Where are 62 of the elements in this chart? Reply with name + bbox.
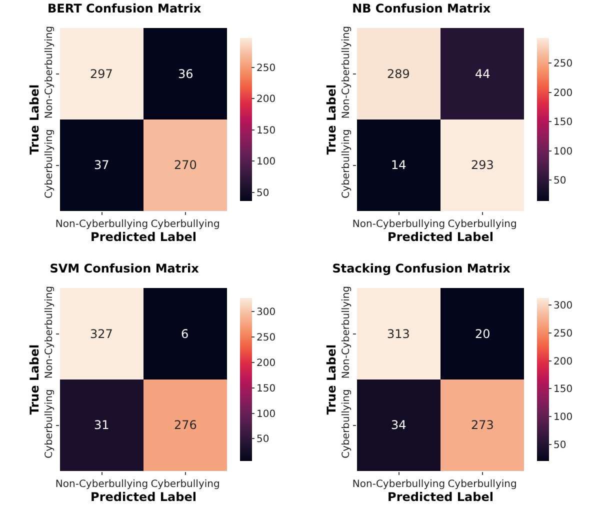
color-bar-label: 50 <box>256 434 270 446</box>
data-label: 36 <box>178 67 194 81</box>
data-label: 297 <box>90 67 113 81</box>
x-axis-title: Predicted Label <box>388 230 494 244</box>
x-tick-label: Cyberbullying <box>448 479 517 490</box>
y-tick-label: Non-Cyberbullying <box>44 26 55 119</box>
data-label: 270 <box>174 158 197 172</box>
y-tick-label: Non-Cyberbullying <box>44 286 55 379</box>
data-label: 289 <box>387 67 410 81</box>
x-tick-label: Non-Cyberbullying <box>55 219 148 230</box>
color-bar-label: 250 <box>256 332 276 344</box>
data-label: 20 <box>475 327 490 341</box>
x-tick-label: Non-Cyberbullying <box>352 219 446 230</box>
color-bar-label: 250 <box>554 328 573 340</box>
y-tick-label: Non-Cyberbullying <box>341 26 352 119</box>
data-label: 14 <box>391 158 406 172</box>
color-bar-label: 150 <box>256 383 276 394</box>
y-axis-title: True Label <box>324 344 338 415</box>
x-tick-label: Cyberbullying <box>150 219 220 230</box>
color-bar-label: 300 <box>554 300 573 312</box>
data-label: 293 <box>471 158 494 172</box>
color-bar-label: 100 <box>256 156 276 168</box>
color-bar-label: 50 <box>554 440 566 451</box>
x-tick-label: Cyberbullying <box>448 219 517 230</box>
x-axis-title: Predicted Label <box>90 490 196 504</box>
color-bar-label: 200 <box>554 88 573 99</box>
color-bar-label: 100 <box>256 408 276 420</box>
color-bar-label: 250 <box>256 62 276 74</box>
color-bar-label: 150 <box>256 125 276 136</box>
color-bar-label: 200 <box>554 356 573 368</box>
color-bar-label: 150 <box>554 384 573 396</box>
data-label: 6 <box>181 327 189 341</box>
data-label: 44 <box>475 67 490 81</box>
data-label: 327 <box>90 327 113 341</box>
data-label: 37 <box>94 158 110 172</box>
x-axis-title: Predicted Label <box>388 490 494 504</box>
y-axis-title: True Label <box>27 344 42 415</box>
color-bar-label: 50 <box>554 175 566 186</box>
chart-title: NB Confusion Matrix <box>352 1 491 16</box>
data-label: 31 <box>94 418 110 432</box>
x-axis-title: Predicted Label <box>90 230 196 244</box>
chart-title: SVM Confusion Matrix <box>50 261 200 276</box>
data-label: 273 <box>471 418 494 432</box>
color-bar-label: 300 <box>256 307 276 318</box>
color-bar-label: 200 <box>256 358 276 369</box>
color-bar-label: 50 <box>256 188 270 199</box>
y-axis-title: True Label <box>27 84 42 155</box>
data-label: 34 <box>391 418 406 432</box>
x-tick-label: Cyberbullying <box>150 479 220 490</box>
color-bar-label: 150 <box>554 117 573 128</box>
y-tick-label: Non-Cyberbullying <box>341 286 352 379</box>
color-bar-label: 100 <box>554 146 573 158</box>
color-bar-label: 200 <box>256 94 276 106</box>
color-bar-label: 250 <box>554 58 573 70</box>
x-tick-label: Non-Cyberbullying <box>55 479 148 490</box>
data-label: 276 <box>174 418 197 432</box>
chart-title: Stacking Confusion Matrix <box>332 261 511 276</box>
y-axis-title: True Label <box>324 84 338 155</box>
x-tick-label: Non-Cyberbullying <box>352 479 446 490</box>
chart-title: BERT Confusion Matrix <box>48 1 202 16</box>
data-label: 313 <box>387 327 410 341</box>
color-bar-label: 100 <box>554 412 573 423</box>
